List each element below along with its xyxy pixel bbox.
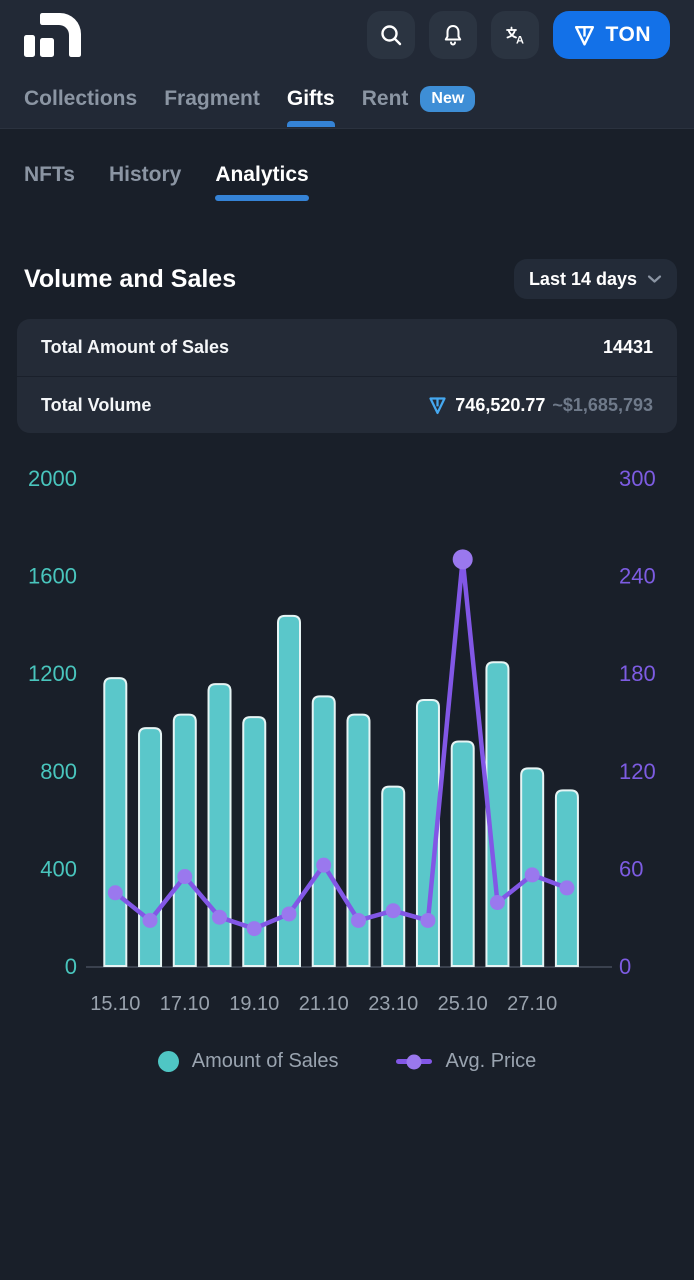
chevron-down-icon <box>647 275 662 283</box>
svg-text:2000: 2000 <box>28 466 77 491</box>
volume-sales-chart[interactable]: 0 400 800 1200 1600 2000 0 60 120 180 240 300 15.10 1… <box>0 451 694 1036</box>
total-volume-ton: 746,520.77 <box>455 394 546 415</box>
notifications-button[interactable] <box>428 11 477 59</box>
svg-text:21.10: 21.10 <box>299 993 349 1015</box>
total-volume-usd: ~$1,685,793 <box>552 394 653 415</box>
svg-text:400: 400 <box>40 856 77 881</box>
svg-text:25.10: 25.10 <box>438 993 488 1015</box>
svg-text:A: A <box>516 35 524 47</box>
svg-text:19.10: 19.10 <box>229 993 279 1015</box>
legend-label: Avg. Price <box>445 1050 537 1072</box>
new-badge: New <box>420 86 476 112</box>
ton-wallet-button[interactable]: TON <box>552 11 670 59</box>
tab-label: NFTs <box>24 163 75 186</box>
main-nav: Collections Fragment Gifts Rent New <box>24 86 670 128</box>
chart-canvas[interactable]: 0 400 800 1200 1600 2000 0 60 120 180 240 300 15.10 1… <box>0 451 694 1031</box>
svg-text:0: 0 <box>619 954 631 979</box>
total-sales-row: Total Amount of Sales 14431 <box>17 319 677 376</box>
nav-label: Gifts <box>286 87 335 110</box>
nav-item-fragment[interactable]: Fragment <box>164 87 260 111</box>
total-volume-row: Total Volume 746,520.77 ~$1,685,793 <box>17 376 677 433</box>
total-sales-value: 14431 <box>602 337 653 357</box>
nav-label: Collections <box>24 87 138 110</box>
nav-label: Rent <box>361 87 409 110</box>
search-button[interactable] <box>366 11 415 59</box>
tab-label: History <box>108 163 182 186</box>
page-title: Volume and Sales <box>24 264 237 293</box>
svg-text:17.10: 17.10 <box>160 993 210 1015</box>
tab-label: Analytics <box>215 163 309 186</box>
svg-text:0: 0 <box>65 954 77 979</box>
search-icon <box>380 25 401 46</box>
svg-text:60: 60 <box>619 856 643 881</box>
language-button[interactable]: A <box>490 11 539 59</box>
svg-text:27.10: 27.10 <box>507 993 557 1015</box>
mrkt-logo-icon <box>24 13 81 57</box>
tab-analytics[interactable]: Analytics <box>215 163 309 201</box>
ton-button-label: TON <box>605 23 651 46</box>
svg-text:180: 180 <box>619 661 656 686</box>
svg-text:120: 120 <box>619 759 656 784</box>
date-range-value: Last 14 days <box>528 268 637 289</box>
active-tab-underline <box>286 121 335 127</box>
date-range-dropdown[interactable]: Last 14 days <box>513 259 677 299</box>
teal-dot-icon <box>157 1051 179 1072</box>
legend-item-avg-price[interactable]: Avg. Price <box>396 1050 536 1073</box>
chart-legend: Amount of Sales Avg. Price <box>0 1050 694 1073</box>
nav-item-collections[interactable]: Collections <box>24 87 137 111</box>
nav-item-rent[interactable]: Rent New <box>362 86 476 112</box>
svg-text:1200: 1200 <box>28 661 77 686</box>
svg-text:300: 300 <box>619 466 656 491</box>
app-logo[interactable] <box>24 13 82 57</box>
total-volume-label: Total Volume <box>41 394 152 415</box>
tab-nfts[interactable]: NFTs <box>24 163 75 201</box>
total-sales-label: Total Amount of Sales <box>41 337 230 357</box>
legend-item-amount-of-sales[interactable]: Amount of Sales <box>157 1050 339 1073</box>
purple-line-dot-icon <box>396 1054 433 1069</box>
translate-icon: A <box>505 26 524 47</box>
legend-label: Amount of Sales <box>191 1050 339 1072</box>
svg-text:1600: 1600 <box>28 564 77 589</box>
total-volume-value: 746,520.77 ~$1,685,793 <box>427 395 653 416</box>
nav-label: Fragment <box>164 87 260 110</box>
ton-diamond-icon <box>429 396 446 414</box>
svg-text:15.10: 15.10 <box>90 993 140 1015</box>
header-actions: A TON <box>366 11 670 59</box>
app-header: A TON Collections Fragment Gifts Rent <box>0 0 694 129</box>
sub-nav: NFTs History Analytics <box>24 163 670 201</box>
svg-text:800: 800 <box>40 759 77 784</box>
tab-history[interactable]: History <box>109 163 181 201</box>
active-tab-underline <box>215 195 309 201</box>
svg-text:240: 240 <box>619 564 656 589</box>
svg-text:23.10: 23.10 <box>368 993 418 1015</box>
nav-item-gifts[interactable]: Gifts <box>286 87 335 127</box>
bell-icon <box>444 25 461 46</box>
totals-card: Total Amount of Sales 14431 Total Volume… <box>17 319 677 433</box>
ton-diamond-icon <box>574 25 594 46</box>
